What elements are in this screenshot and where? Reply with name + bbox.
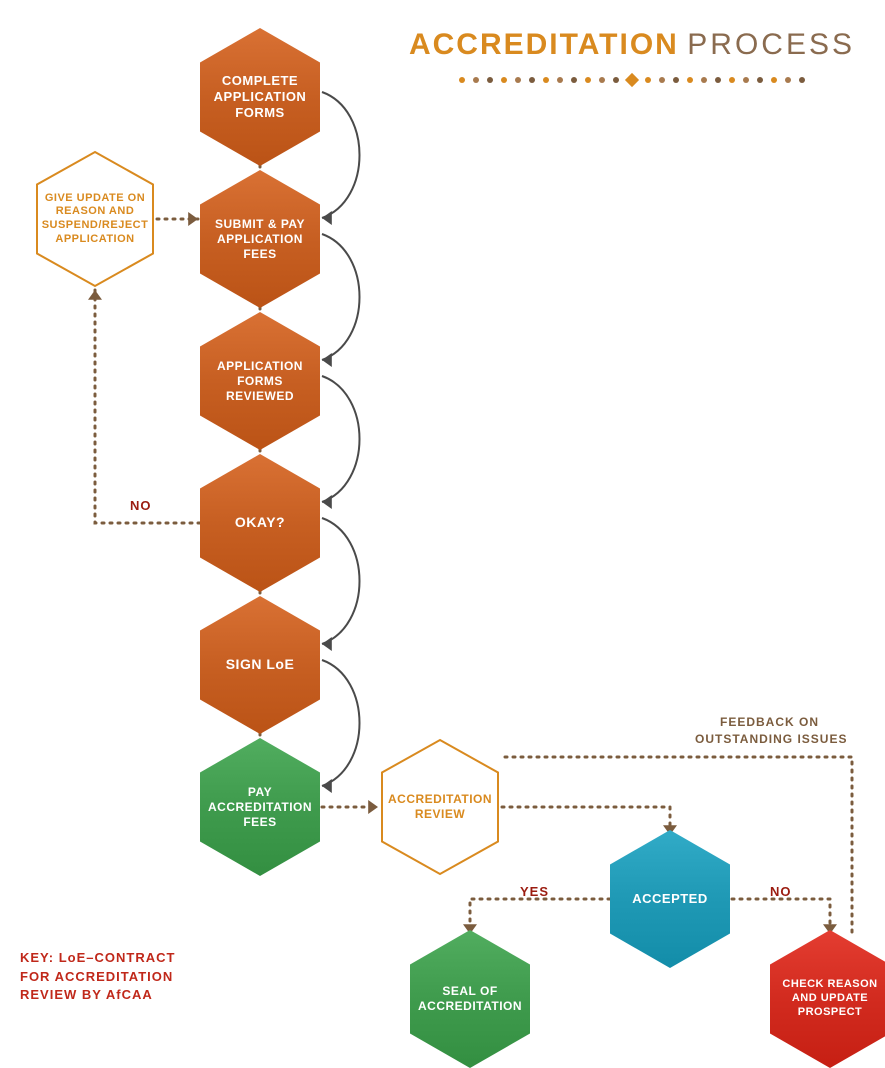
title-divider	[409, 70, 855, 90]
label-no1: NO	[130, 498, 152, 513]
node-okay: OKAY?	[200, 454, 320, 592]
node-submit-label: SUBMIT & PAY APPLICATION FEES	[210, 217, 310, 262]
node-check-label: CHECK REASON AND UPDATE PROSPECT	[780, 978, 880, 1019]
node-update: GIVE UPDATE ON REASON AND SUSPEND/REJECT…	[35, 150, 155, 288]
label-fb1: FEEDBACK ON	[720, 715, 819, 729]
node-payacc: PAY ACCREDITATION FEES	[200, 738, 320, 876]
title-word2: PROCESS	[687, 28, 855, 61]
node-accrev-label: ACCREDITATION REVIEW	[388, 792, 492, 822]
node-check: CHECK REASON AND UPDATE PROSPECT	[770, 930, 885, 1068]
node-seal: SEAL OF ACCREDITATION	[410, 930, 530, 1068]
key-legend: KEY: LoE–CONTRACT FOR ACCREDITATION REVI…	[20, 949, 210, 1004]
node-complete: COMPLETE APPLICATION FORMS	[200, 28, 320, 166]
node-accepted: ACCEPTED	[610, 830, 730, 968]
node-sign-label: SIGN LoE	[226, 656, 295, 674]
node-payacc-label: PAY ACCREDITATION FEES	[208, 785, 312, 830]
label-fb2: OUTSTANDING ISSUES	[695, 732, 847, 746]
node-reviewed: APPLICATION FORMS REVIEWED	[200, 312, 320, 450]
node-submit: SUBMIT & PAY APPLICATION FEES	[200, 170, 320, 308]
title-word1: ACCREDITATION	[409, 28, 679, 61]
node-okay-label: OKAY?	[235, 514, 285, 532]
key-text: KEY: LoE–CONTRACT FOR ACCREDITATION REVI…	[20, 950, 175, 1001]
label-yes: YES	[520, 884, 549, 899]
node-seal-label: SEAL OF ACCREDITATION	[418, 984, 522, 1014]
node-sign: SIGN LoE	[200, 596, 320, 734]
node-reviewed-label: APPLICATION FORMS REVIEWED	[210, 359, 310, 404]
node-accepted-label: ACCEPTED	[632, 891, 708, 907]
label-no2: NO	[770, 884, 792, 899]
node-complete-label: COMPLETE APPLICATION FORMS	[210, 73, 310, 122]
node-update-label: GIVE UPDATE ON REASON AND SUSPEND/REJECT…	[42, 192, 149, 247]
page-title: ACCREDITATION PROCESS	[409, 28, 855, 90]
node-accrev: ACCREDITATION REVIEW	[380, 738, 500, 876]
